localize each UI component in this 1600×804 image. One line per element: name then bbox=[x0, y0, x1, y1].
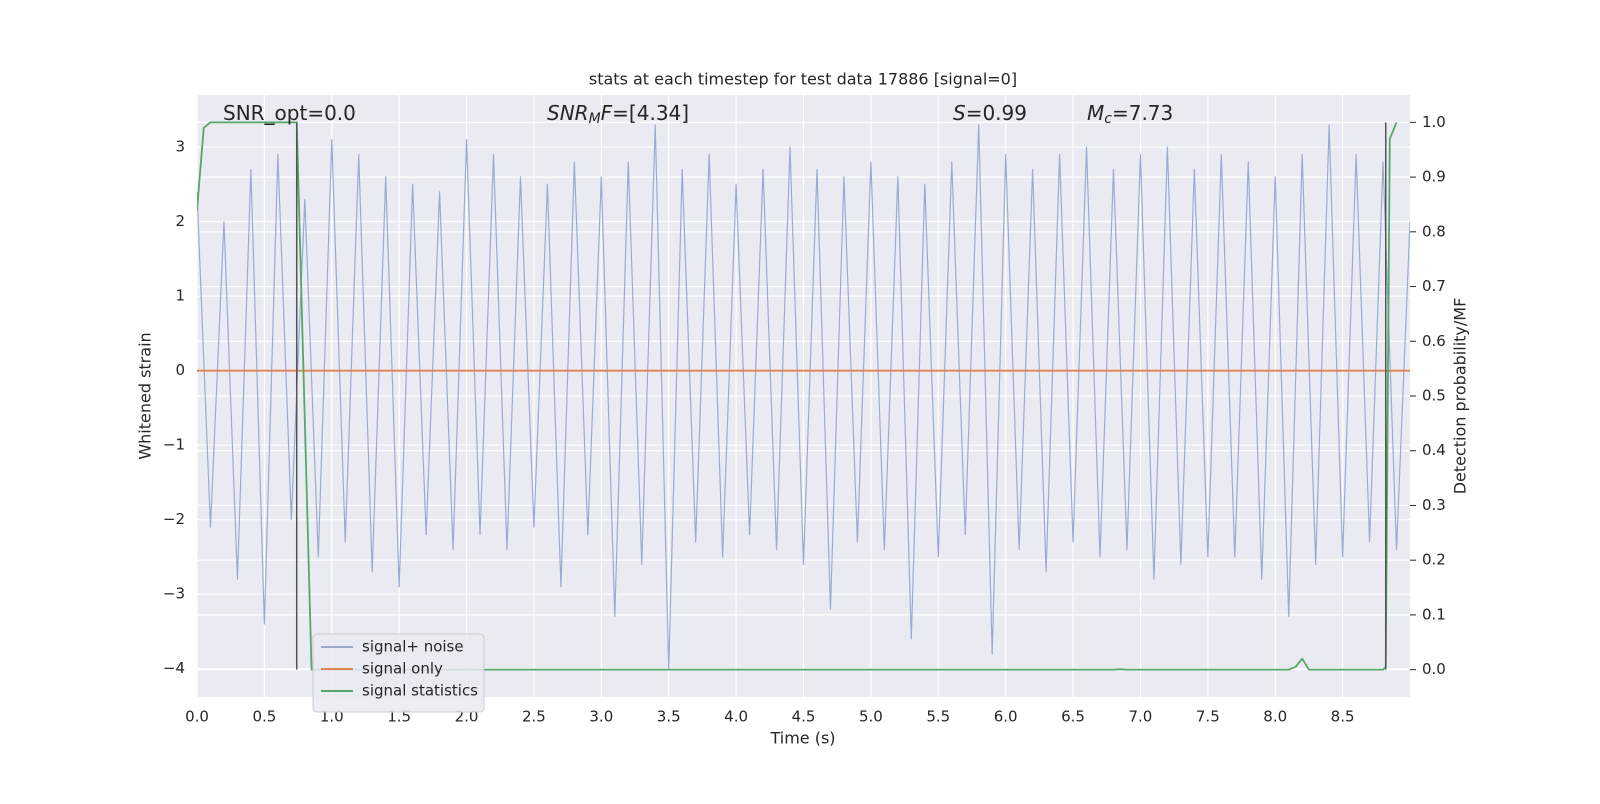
y2-tick-label: 0.3 bbox=[1422, 496, 1446, 514]
annotation: Mc=7.73 bbox=[1087, 101, 1173, 128]
annotation-part: =[4.34] bbox=[612, 101, 689, 125]
annotation: SNRMF=[4.34] bbox=[547, 101, 689, 128]
annotation-part: S bbox=[953, 101, 966, 125]
y-tick-label: 1 bbox=[175, 287, 185, 305]
series-line bbox=[197, 121, 1398, 671]
x-tick-label: 5.5 bbox=[926, 708, 950, 726]
x-tick-label: 3.0 bbox=[589, 708, 613, 726]
y2-tick-label: 0.9 bbox=[1422, 168, 1446, 186]
y2-tick-label: 0.1 bbox=[1422, 605, 1446, 623]
annotation-part: c bbox=[1104, 111, 1112, 127]
annotation: S=0.99 bbox=[953, 101, 1027, 125]
overlay: 0.0 0.5 1.0 1.5 2.0 2.5 3.0 3.5 4.0 4.5 5.0 5.5 6.0 6… bbox=[163, 101, 1446, 726]
x-tick-label: 7.5 bbox=[1196, 708, 1220, 726]
annotation-part: =0.99 bbox=[966, 101, 1027, 125]
y-tick-label: 2 bbox=[175, 212, 185, 230]
y2-tick-label: 0.0 bbox=[1422, 660, 1446, 678]
y-tick-label: 3 bbox=[175, 138, 185, 156]
x-tick-label: 5.0 bbox=[859, 708, 883, 726]
annotation-part: F bbox=[601, 101, 613, 125]
x-tick-label: 6.5 bbox=[1061, 708, 1085, 726]
annotation-part: SNR_opt=0.0 bbox=[223, 101, 356, 125]
y-tick-label: −2 bbox=[163, 510, 185, 528]
y2-axis-label: Detection probability/MF bbox=[1451, 298, 1470, 495]
y2-tick-label: 0.7 bbox=[1422, 277, 1446, 295]
data-layer bbox=[197, 121, 1410, 671]
legend-label: signal only bbox=[362, 660, 443, 678]
series-line bbox=[197, 124, 1410, 670]
y-tick-label: −3 bbox=[163, 585, 185, 603]
y2-tick-label: 0.5 bbox=[1422, 387, 1446, 405]
y2-tick-label: 0.8 bbox=[1422, 222, 1446, 240]
x-tick-label: 2.5 bbox=[522, 708, 546, 726]
x-tick-label: 6.0 bbox=[994, 708, 1018, 726]
y2-tick-label: 1.0 bbox=[1422, 113, 1446, 131]
legend-label: signal+ noise bbox=[362, 638, 464, 656]
x-tick-label: 8.0 bbox=[1263, 708, 1287, 726]
y2-tick-label: 0.2 bbox=[1422, 551, 1446, 569]
y-tick-label: −1 bbox=[163, 436, 185, 454]
x-tick-label: 0.5 bbox=[252, 708, 276, 726]
annotation-part: M bbox=[589, 111, 601, 127]
annotation: SNR_opt=0.0 bbox=[223, 101, 356, 125]
x-tick-label: 0.0 bbox=[185, 708, 209, 726]
y-axis-label: Whitened strain bbox=[136, 332, 155, 459]
y2-tick-label: 0.6 bbox=[1422, 332, 1446, 350]
x-axis-label: Time (s) bbox=[769, 729, 835, 748]
annotation-part: M bbox=[1087, 101, 1104, 125]
x-tick-label: 4.0 bbox=[724, 708, 748, 726]
x-tick-label: 3.5 bbox=[657, 708, 681, 726]
annotation-part: SNR bbox=[547, 101, 589, 125]
y2-tick-label: 0.4 bbox=[1422, 441, 1446, 459]
x-tick-label: 7.0 bbox=[1129, 708, 1153, 726]
legend-box bbox=[312, 633, 485, 713]
y-tick-label: 0 bbox=[175, 361, 185, 379]
x-tick-label: 8.5 bbox=[1331, 708, 1355, 726]
x-tick-label: 4.5 bbox=[792, 708, 816, 726]
legend-label: signal statistics bbox=[362, 682, 478, 700]
chart-title: stats at each timestep for test data 178… bbox=[589, 70, 1017, 89]
y-tick-label: −4 bbox=[163, 659, 185, 677]
annotation-part: =7.73 bbox=[1112, 101, 1173, 125]
